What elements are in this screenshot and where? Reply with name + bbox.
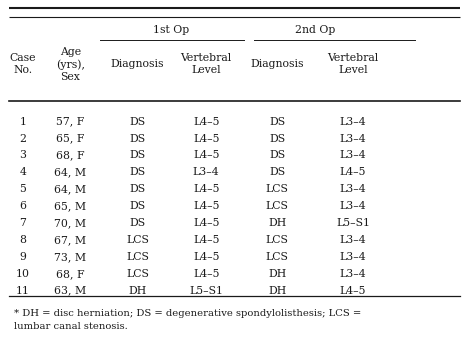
Text: 1: 1 xyxy=(19,117,26,127)
Text: 8: 8 xyxy=(19,235,26,245)
Text: LCS: LCS xyxy=(266,184,289,194)
Text: DS: DS xyxy=(129,134,146,144)
Text: DH: DH xyxy=(268,218,286,228)
Text: 5: 5 xyxy=(19,184,26,194)
Text: L4–5: L4–5 xyxy=(193,184,219,194)
Text: L3–4: L3–4 xyxy=(340,235,366,245)
Text: L4–5: L4–5 xyxy=(193,269,219,279)
Text: 63, M: 63, M xyxy=(54,286,86,296)
Text: L4–5: L4–5 xyxy=(340,286,366,296)
Text: L3–4: L3–4 xyxy=(340,134,366,144)
Text: 64, M: 64, M xyxy=(54,167,86,177)
Text: Age
(yrs),
Sex: Age (yrs), Sex xyxy=(55,47,85,81)
Text: Case
No.: Case No. xyxy=(9,53,36,75)
Text: LCS: LCS xyxy=(266,252,289,262)
Text: L4–5: L4–5 xyxy=(193,235,219,245)
Text: LCS: LCS xyxy=(266,201,289,211)
Text: Vertebral
Level: Vertebral Level xyxy=(181,53,232,75)
Text: 68, F: 68, F xyxy=(56,150,84,161)
Text: DS: DS xyxy=(269,134,285,144)
Text: 1st Op: 1st Op xyxy=(154,25,190,35)
Text: 11: 11 xyxy=(16,286,30,296)
Text: DS: DS xyxy=(129,167,146,177)
Text: 7: 7 xyxy=(19,218,26,228)
Text: 6: 6 xyxy=(19,201,26,211)
Text: Vertebral
Level: Vertebral Level xyxy=(328,53,379,75)
Text: L3–4: L3–4 xyxy=(340,117,366,127)
Text: L3–4: L3–4 xyxy=(340,269,366,279)
Text: LCS: LCS xyxy=(126,235,149,245)
Text: 67, M: 67, M xyxy=(54,235,86,245)
Text: LCS: LCS xyxy=(266,235,289,245)
Text: DS: DS xyxy=(269,150,285,161)
Text: DS: DS xyxy=(129,184,146,194)
Text: 64, M: 64, M xyxy=(54,184,86,194)
Text: 68, F: 68, F xyxy=(56,269,84,279)
Text: DH: DH xyxy=(128,286,146,296)
Text: DS: DS xyxy=(129,218,146,228)
Text: DH: DH xyxy=(268,269,286,279)
Text: L4–5: L4–5 xyxy=(193,117,219,127)
Text: 2nd Op: 2nd Op xyxy=(295,25,336,35)
Text: L3–4: L3–4 xyxy=(193,167,219,177)
Text: L4–5: L4–5 xyxy=(193,252,219,262)
Text: L4–5: L4–5 xyxy=(340,167,366,177)
Text: DS: DS xyxy=(129,201,146,211)
Text: L3–4: L3–4 xyxy=(340,252,366,262)
Text: Diagnosis: Diagnosis xyxy=(111,59,164,69)
Text: Diagnosis: Diagnosis xyxy=(251,59,304,69)
Text: L3–4: L3–4 xyxy=(340,184,366,194)
Text: DS: DS xyxy=(269,167,285,177)
Text: L4–5: L4–5 xyxy=(193,218,219,228)
Text: L3–4: L3–4 xyxy=(340,201,366,211)
Text: 4: 4 xyxy=(19,167,26,177)
Text: 9: 9 xyxy=(19,252,26,262)
Text: 70, M: 70, M xyxy=(54,218,86,228)
Text: DS: DS xyxy=(269,117,285,127)
Text: L5–S1: L5–S1 xyxy=(336,218,370,228)
Text: LCS: LCS xyxy=(126,252,149,262)
Text: DH: DH xyxy=(268,286,286,296)
Text: 3: 3 xyxy=(19,150,26,161)
Text: L4–5: L4–5 xyxy=(193,134,219,144)
Text: L4–5: L4–5 xyxy=(193,201,219,211)
Text: 10: 10 xyxy=(16,269,30,279)
Text: 65, M: 65, M xyxy=(54,201,86,211)
Text: lumbar canal stenosis.: lumbar canal stenosis. xyxy=(14,322,128,331)
Text: 65, F: 65, F xyxy=(56,134,84,144)
Text: 73, M: 73, M xyxy=(54,252,86,262)
Text: * DH = disc herniation; DS = degenerative spondylolisthesis; LCS =: * DH = disc herniation; DS = degenerativ… xyxy=(14,309,362,318)
Text: DS: DS xyxy=(129,117,146,127)
Text: L3–4: L3–4 xyxy=(340,150,366,161)
Text: 57, F: 57, F xyxy=(56,117,84,127)
Text: L4–5: L4–5 xyxy=(193,150,219,161)
Text: L5–S1: L5–S1 xyxy=(189,286,223,296)
Text: DS: DS xyxy=(129,150,146,161)
Text: LCS: LCS xyxy=(126,269,149,279)
Text: 2: 2 xyxy=(19,134,26,144)
